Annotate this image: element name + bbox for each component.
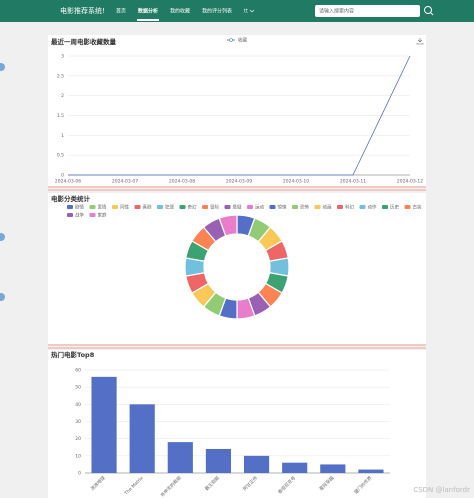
bar xyxy=(320,464,346,473)
legend-label: 运动 xyxy=(255,204,264,211)
search-icon[interactable] xyxy=(424,6,432,14)
y-tick-label: 40 xyxy=(75,402,81,408)
nav-item[interactable]: 首页 xyxy=(116,8,126,15)
dropdown-caret[interactable] xyxy=(249,9,255,13)
series-line xyxy=(68,55,411,176)
y-tick-label: 60 xyxy=(75,368,81,374)
legend-label: 惊悚 xyxy=(278,204,287,211)
side-tool[interactable] xyxy=(0,63,5,71)
bar xyxy=(91,376,117,473)
bar xyxy=(167,442,193,473)
chart-title: 热门电影Top8 xyxy=(51,350,95,359)
nav-item[interactable]: 我的收藏 xyxy=(170,8,190,15)
legend-label: 科幻 xyxy=(345,204,354,211)
x-tick-label: 2024-03-06 xyxy=(55,179,81,185)
legend-swatch xyxy=(134,205,141,209)
legend-label: 历史 xyxy=(390,204,399,211)
y-tick-label: 0 xyxy=(61,173,64,179)
legend-swatch xyxy=(224,205,231,209)
panel xyxy=(48,35,426,186)
search-icon xyxy=(430,12,434,16)
x-tick-label: 2024-03-08 xyxy=(169,179,195,185)
legend-swatch xyxy=(382,205,388,209)
y-tick-label: 50 xyxy=(75,385,81,391)
y-tick-label: 30 xyxy=(75,419,81,425)
y-tick-label: 20 xyxy=(75,436,81,442)
legend-label: 家庭 xyxy=(98,212,107,219)
legend-swatch xyxy=(89,213,96,217)
legend-swatch xyxy=(269,205,276,209)
y-tick-label: 2.5 xyxy=(57,73,64,79)
legend-label: 恐怖 xyxy=(300,204,309,211)
bar xyxy=(282,462,308,473)
side-tool[interactable] xyxy=(0,233,5,241)
legend-swatch xyxy=(157,205,163,209)
bar xyxy=(205,448,232,473)
legend-swatch xyxy=(359,205,366,209)
legend-swatch xyxy=(247,205,253,209)
legend-label: 悬疑 xyxy=(233,204,242,211)
y-tick-label: 1.5 xyxy=(57,113,64,119)
x-tick-label: 2024-03-11 xyxy=(340,179,366,185)
x-tick-label: 2024-03-12 xyxy=(397,179,423,185)
nav-item[interactable]: 我的评分列表 xyxy=(202,8,232,15)
nav-item-active[interactable]: 数据分析 xyxy=(138,8,158,15)
active-underline xyxy=(137,19,159,21)
chart-title: 电影分类统计 xyxy=(51,194,91,203)
legend-swatch xyxy=(67,205,73,209)
bar xyxy=(243,455,270,473)
legend-label: 动作 xyxy=(368,204,377,211)
chart-title: 最近一周电影收藏数量 xyxy=(51,37,117,46)
y-tick-label: 2 xyxy=(61,93,64,99)
legend-label: 同性 xyxy=(120,204,129,211)
side-tool[interactable] xyxy=(0,293,5,301)
y-tick-label: 3 xyxy=(61,54,64,60)
legend-label: 爱情 xyxy=(98,204,107,211)
legend-marker xyxy=(229,38,233,42)
legend-swatch xyxy=(202,205,208,209)
legend-swatch xyxy=(112,205,118,209)
legend-label: 收藏 xyxy=(238,37,247,44)
legend-swatch xyxy=(89,205,96,209)
legend-swatch xyxy=(337,205,343,209)
legend-label: 犯罪 xyxy=(165,204,174,211)
search-placeholder: 请输入搜索内容 xyxy=(319,8,354,15)
x-tick-label: 2024-03-09 xyxy=(226,179,252,185)
legend-swatch xyxy=(314,205,321,209)
search-input[interactable] xyxy=(315,5,420,17)
legend-swatch xyxy=(292,205,298,209)
pie-slice xyxy=(218,214,238,237)
legend-label: 冒险 xyxy=(210,204,219,211)
watermark: CSDN @lanfordr xyxy=(413,486,470,494)
x-tick-label: 2024-03-10 xyxy=(283,179,309,185)
legend-swatch xyxy=(179,205,186,209)
legend-label: 战争 xyxy=(75,212,84,219)
y-tick-label: 10 xyxy=(75,453,81,459)
y-tick-label: 0.5 xyxy=(57,153,64,159)
legend-label: 剧情 xyxy=(75,204,84,211)
legend-swatch xyxy=(404,205,411,209)
download-icon[interactable] xyxy=(416,38,424,45)
legend-label: 喜剧 xyxy=(143,204,152,211)
y-tick-label: 1 xyxy=(61,133,64,139)
x-tick-label: 2024-03-07 xyxy=(112,179,138,185)
legend-label: 动画 xyxy=(323,204,332,211)
legend-swatch xyxy=(67,213,73,217)
legend-label: 古装 xyxy=(413,204,422,211)
nav-item[interactable]: tt xyxy=(244,9,248,15)
legend-label: 奇幻 xyxy=(188,204,197,211)
bar xyxy=(129,404,155,473)
y-tick-label: 0 xyxy=(78,471,81,477)
brand[interactable]: 电影推荐系统! xyxy=(60,6,105,15)
bar xyxy=(358,469,384,473)
